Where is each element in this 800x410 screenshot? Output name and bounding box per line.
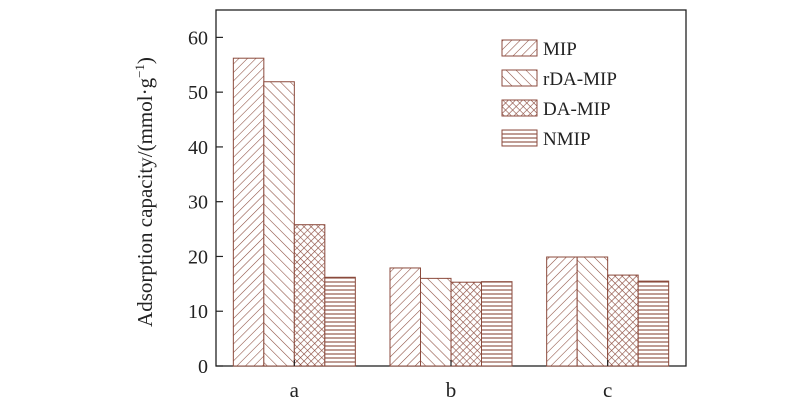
bar-rda-mip-b: [420, 277, 452, 367]
y-axis-title: Adsorption capacity/(mmol·g−1): [132, 57, 157, 327]
y-tick-label: 60: [188, 27, 208, 49]
legend-swatch-da-mip: [501, 99, 538, 117]
x-category-label: c: [603, 378, 612, 402]
bars-group: [232, 57, 670, 367]
x-category-label: a: [290, 378, 300, 402]
legend-label-mip: MIP: [543, 39, 577, 60]
legend-label-rda-mip: rDA-MIP: [543, 69, 617, 90]
y-tick-label: 0: [198, 356, 208, 378]
x-axis-category-labels: a b c: [290, 360, 612, 402]
bar-da-mip-b: [450, 281, 482, 367]
bar-rda-mip-c: [576, 256, 609, 367]
bar-mip-b: [389, 267, 421, 367]
bar-mip-c: [546, 256, 578, 367]
legend-swatch-rda-mip: [501, 69, 538, 87]
legend-swatch-nmip: [501, 129, 538, 147]
y-tick-label: 20: [188, 246, 208, 268]
y-tick-label: 10: [188, 301, 208, 323]
bar-mip-a: [232, 57, 265, 367]
y-axis-label: Adsorption capacity/(mmol·g−1): [132, 57, 157, 327]
legend-label-da-mip: DA-MIP: [543, 99, 611, 120]
bar-nmip-a: [324, 276, 356, 367]
bar-nmip-b: [481, 281, 513, 367]
y-tick-label: 50: [188, 82, 208, 104]
bar-da-mip-a: [293, 224, 326, 367]
legend: MIP rDA-MIP DA-MIP NMIP: [501, 39, 617, 150]
bar-rda-mip-a: [263, 81, 295, 367]
y-tick-label: 30: [188, 192, 208, 214]
y-axis-ticks: 0 10 20 30 40 50 60: [188, 27, 223, 378]
legend-swatch-mip: [501, 39, 538, 57]
legend-label-nmip: NMIP: [543, 129, 591, 150]
x-category-label: b: [446, 378, 457, 402]
y-tick-label: 40: [188, 137, 208, 159]
bar-da-mip-c: [607, 274, 639, 367]
bar-nmip-c: [637, 280, 670, 367]
